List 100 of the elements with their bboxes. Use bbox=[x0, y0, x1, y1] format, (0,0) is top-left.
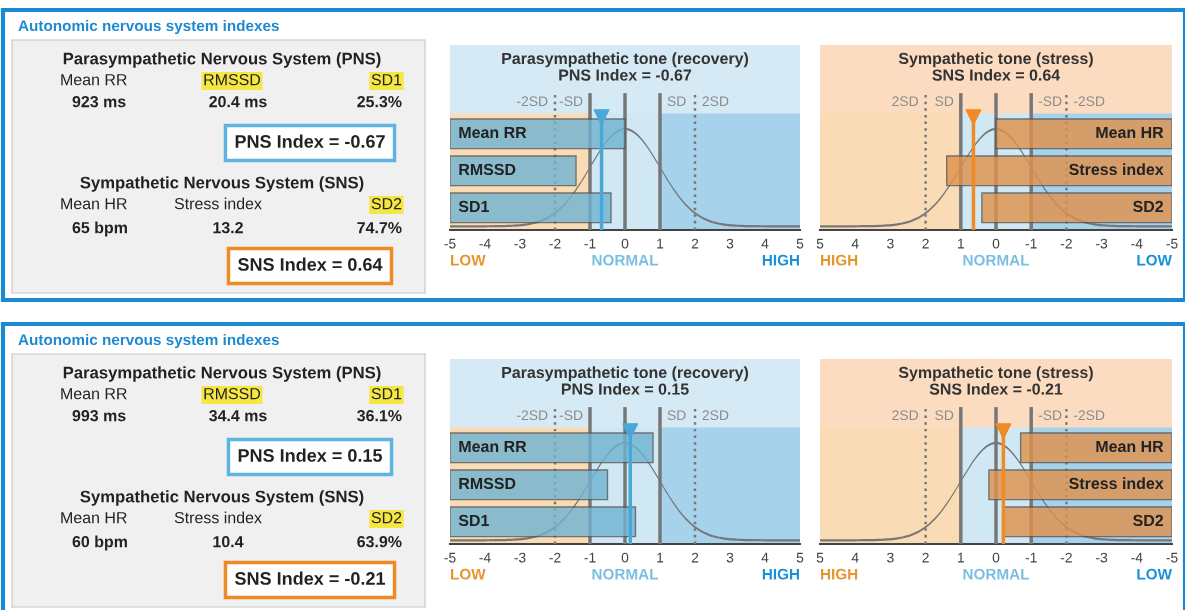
text: Parasympathetic Nervous System (PNS) bbox=[63, 52, 381, 68]
text: Stress index bbox=[174, 511, 262, 524]
y-tick-label: RMSSD bbox=[459, 477, 516, 490]
x-tick-label: 3 bbox=[887, 238, 894, 249]
band-label: HIGH bbox=[821, 254, 858, 266]
ref-line-label: -2SD bbox=[1073, 96, 1105, 107]
y-tick-label: Mean HR bbox=[1096, 126, 1164, 139]
x-tick-label: 1 bbox=[958, 552, 964, 563]
ref-line-label: -2SD bbox=[517, 96, 548, 107]
chart-subtitle: PNS Index = -0.67 bbox=[559, 69, 692, 81]
ref-line-label: -SD bbox=[1038, 410, 1062, 421]
text: 20.4 ms bbox=[209, 95, 267, 108]
text: 36.1% bbox=[357, 409, 402, 422]
y-tick-label: Mean RR bbox=[459, 440, 527, 453]
text: Sympathetic Nervous System (SNS) bbox=[80, 176, 364, 192]
y-tick-label: RMSSD bbox=[459, 163, 516, 176]
text: SD1 bbox=[371, 387, 402, 400]
text: Mean RR bbox=[61, 388, 127, 400]
x-tick-label: -2 bbox=[549, 238, 561, 249]
text: RMSSD bbox=[204, 73, 261, 86]
x-tick-label: -5 bbox=[1166, 238, 1178, 249]
x-tick-label: -1 bbox=[1025, 552, 1037, 563]
x-tick-label: 0 bbox=[992, 552, 1000, 563]
x-tick-label: -5 bbox=[444, 238, 456, 249]
x-tick-label: 2 bbox=[691, 238, 699, 249]
y-tick-label: SD2 bbox=[1133, 200, 1164, 213]
text: 10.4 bbox=[213, 535, 244, 548]
text: SD2 bbox=[371, 197, 402, 210]
x-tick-label: -5 bbox=[1166, 552, 1178, 563]
band-label: NORMAL bbox=[592, 568, 659, 580]
ref-line-label: SD bbox=[935, 410, 954, 421]
chart-title: Parasympathetic tone (recovery) bbox=[502, 52, 749, 68]
text: PNS Index = -0.67 bbox=[235, 134, 385, 148]
y-tick-label: SD2 bbox=[1133, 514, 1164, 527]
x-tick-label: 5 bbox=[816, 238, 824, 249]
x-tick-label: 4 bbox=[851, 552, 859, 563]
x-tick-label: -4 bbox=[1131, 552, 1143, 563]
x-tick-label: 2 bbox=[922, 552, 929, 563]
text: Mean HR bbox=[61, 512, 127, 524]
x-tick-label: -4 bbox=[479, 552, 491, 563]
x-tick-label: 2 bbox=[922, 238, 929, 249]
text: SD1 bbox=[371, 73, 402, 86]
x-tick-label: 4 bbox=[761, 552, 769, 563]
band-label: LOW bbox=[1137, 254, 1172, 266]
text: 63.9% bbox=[357, 535, 402, 548]
y-tick-label: SD1 bbox=[458, 514, 489, 527]
x-tick-label: 3 bbox=[726, 238, 734, 249]
text: RMSSD bbox=[204, 387, 261, 400]
y-tick-label: Stress index bbox=[1069, 163, 1164, 176]
band-label: NORMAL bbox=[592, 254, 659, 266]
x-tick-label: -3 bbox=[1096, 238, 1108, 249]
ref-line-label: SD bbox=[667, 410, 686, 421]
text: Sympathetic Nervous System (SNS) bbox=[80, 490, 364, 506]
ref-line-label: 2SD bbox=[892, 96, 918, 107]
text: Mean HR bbox=[61, 198, 127, 210]
x-tick-label: 0 bbox=[621, 552, 629, 563]
y-tick-label: Mean HR bbox=[1096, 440, 1164, 453]
band-label: NORMAL bbox=[963, 568, 1030, 580]
x-tick-label: 5 bbox=[796, 238, 804, 249]
band-label: HIGH bbox=[821, 568, 858, 580]
x-tick-label: 3 bbox=[726, 552, 734, 563]
y-tick-label: SD1 bbox=[458, 200, 489, 213]
x-tick-label: 5 bbox=[816, 552, 824, 563]
ref-line-label: -2SD bbox=[517, 410, 548, 421]
ref-line-label: -SD bbox=[559, 410, 583, 421]
text: SNS Index = 0.64 bbox=[238, 257, 383, 271]
y-tick-label: Mean RR bbox=[459, 126, 527, 139]
x-tick-label: -3 bbox=[514, 238, 526, 249]
band-label: LOW bbox=[1137, 568, 1172, 580]
x-tick-label: 1 bbox=[657, 552, 664, 563]
text: Autonomic nervous system indexes bbox=[18, 333, 279, 349]
text: PNS Index = 0.15 bbox=[238, 448, 383, 462]
ref-line-label: -SD bbox=[559, 96, 583, 107]
text: SNS Index = -0.21 bbox=[235, 571, 386, 585]
text: Mean RR bbox=[61, 74, 127, 86]
y-tick-label: Stress index bbox=[1069, 477, 1164, 490]
text: Autonomic nervous system indexes bbox=[18, 19, 279, 35]
x-tick-label: -2 bbox=[1060, 552, 1072, 563]
band-label: HIGH bbox=[762, 254, 799, 266]
text: SD2 bbox=[371, 511, 402, 524]
x-tick-label: -5 bbox=[444, 552, 456, 563]
x-tick-label: -2 bbox=[1060, 238, 1072, 249]
x-tick-label: -2 bbox=[549, 552, 561, 563]
x-tick-label: 4 bbox=[851, 238, 859, 249]
ref-line-label: 2SD bbox=[702, 96, 729, 107]
chart-title: Sympathetic tone (stress) bbox=[898, 366, 1093, 382]
band-label: LOW bbox=[451, 568, 486, 580]
text: 13.2 bbox=[213, 221, 243, 234]
text: 60 bpm bbox=[72, 535, 127, 551]
ref-line-label: -SD bbox=[1038, 96, 1062, 107]
x-tick-label: 2 bbox=[691, 552, 699, 563]
text: Stress index bbox=[174, 197, 262, 210]
x-tick-label: 1 bbox=[958, 238, 964, 249]
x-tick-label: 4 bbox=[761, 238, 769, 249]
x-tick-label: -4 bbox=[479, 238, 491, 249]
band-label: HIGH bbox=[762, 568, 799, 580]
x-tick-label: 3 bbox=[887, 552, 894, 563]
chart-subtitle: SNS Index = 0.64 bbox=[932, 69, 1061, 81]
x-tick-label: -4 bbox=[1131, 238, 1143, 249]
x-tick-label: -3 bbox=[1096, 552, 1108, 563]
